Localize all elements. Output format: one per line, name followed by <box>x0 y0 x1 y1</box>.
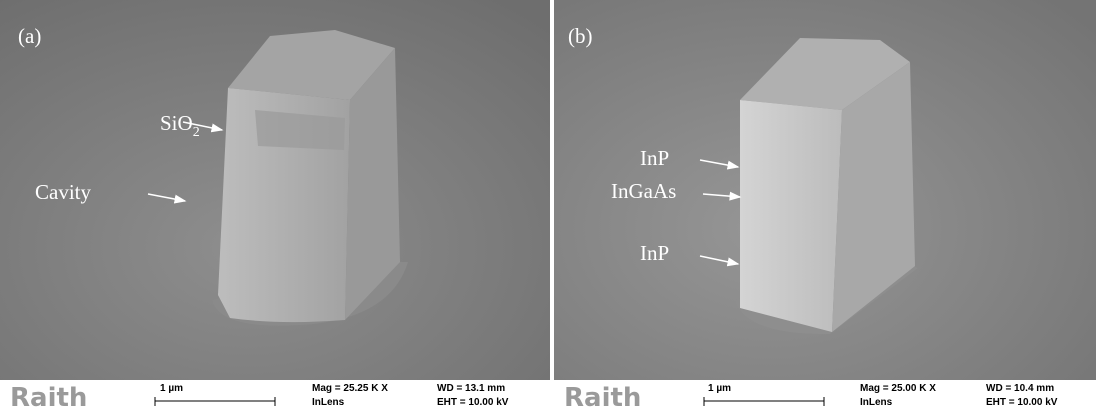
eht: EHT = 10.00 kV <box>986 397 1058 408</box>
pillar-front <box>740 100 842 332</box>
scale-label: 1 µm <box>160 383 183 394</box>
panel-label: (b) <box>568 24 593 48</box>
detector: InLens <box>860 397 893 408</box>
wd: WD = 13.1 mm <box>437 383 505 394</box>
mag: Mag = 25.00 K X <box>860 383 936 394</box>
panel-a: (a) SiO2 Cavity Raith 1 µm Mag = 25.25 K… <box>0 0 550 409</box>
annotation: InP <box>640 146 669 170</box>
eht: EHT = 10.00 kV <box>437 397 509 408</box>
panel-label: (a) <box>18 24 41 48</box>
annotation: InGaAs <box>611 179 676 203</box>
mag: Mag = 25.25 K X <box>312 383 388 394</box>
annotation: InP <box>640 241 669 265</box>
brand: Raith <box>564 383 641 409</box>
scale-label: 1 µm <box>708 383 731 394</box>
detector: InLens <box>312 397 345 408</box>
panel-b: (b) InP InGaAs InP Raith 1 µm Mag = 25.0… <box>554 0 1096 409</box>
figure: (a) SiO2 Cavity Raith 1 µm Mag = 25.25 K… <box>0 0 1096 409</box>
brand: Raith <box>10 383 87 409</box>
wd: WD = 10.4 mm <box>986 383 1054 394</box>
annotation: Cavity <box>35 180 91 204</box>
